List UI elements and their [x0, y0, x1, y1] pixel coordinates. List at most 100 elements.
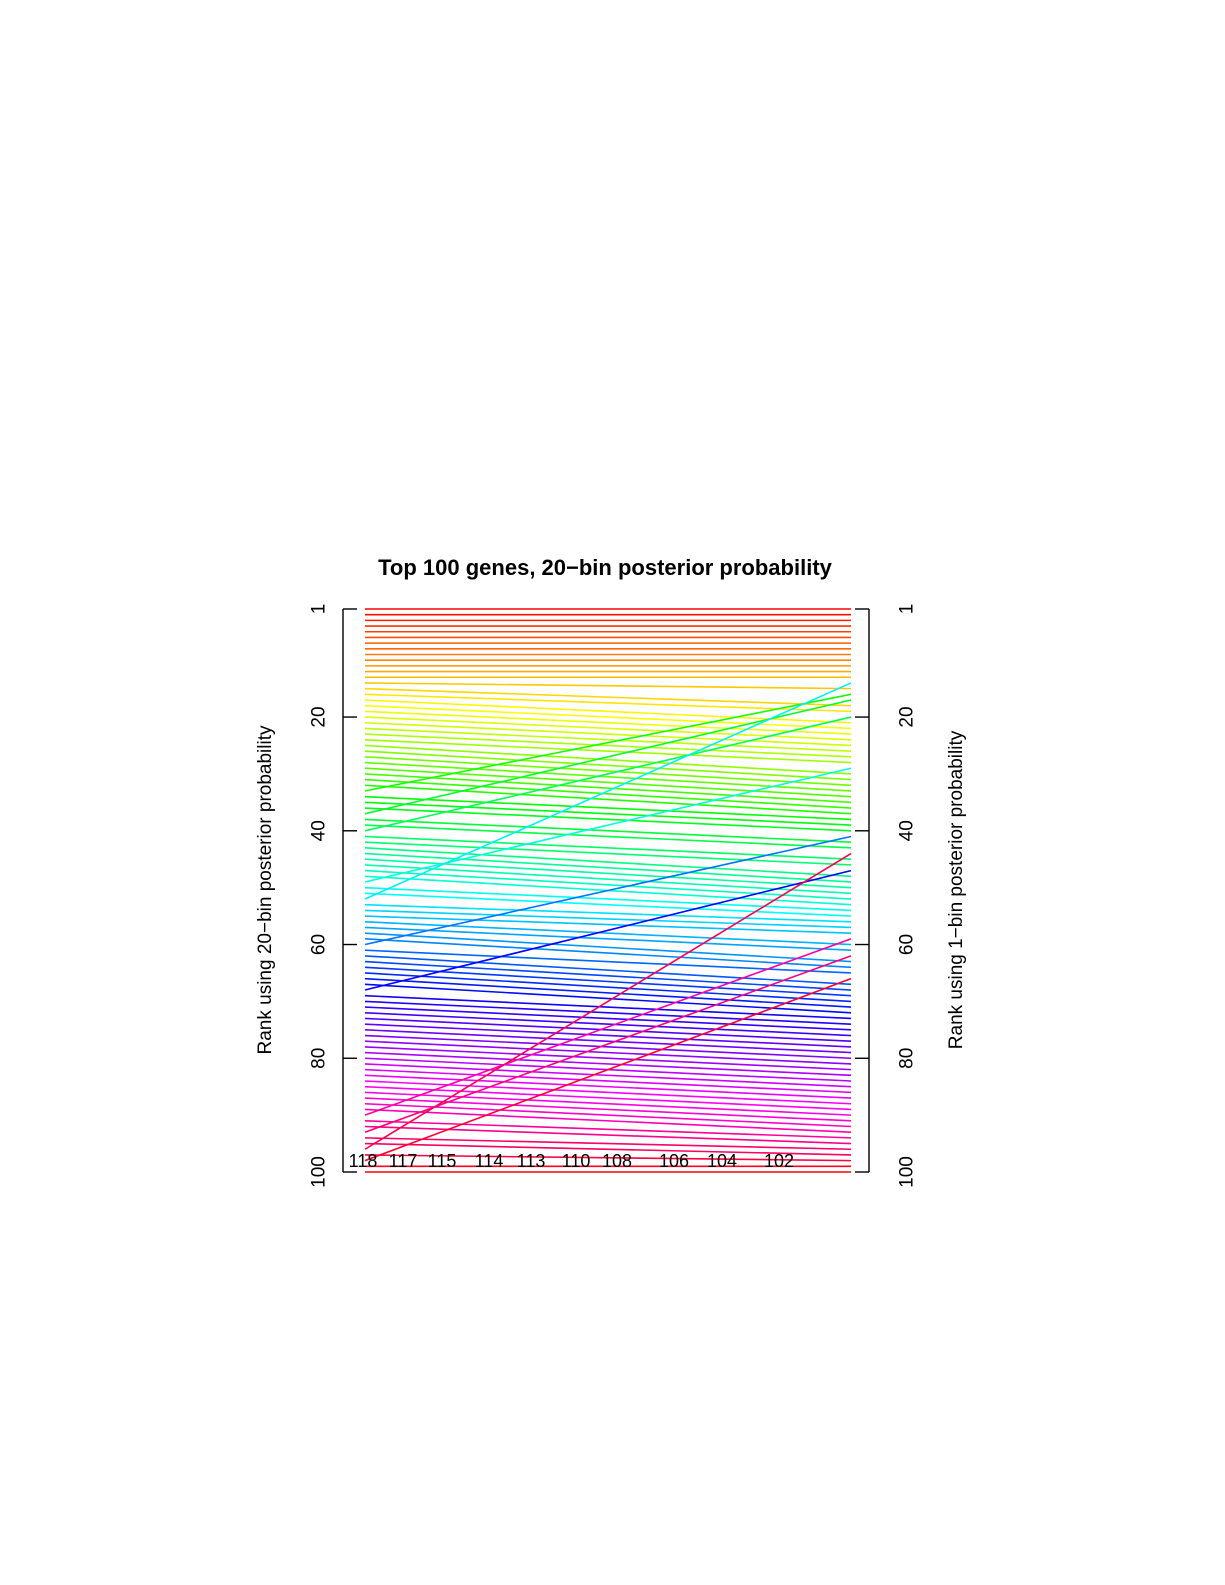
rank-line-96 — [364, 852, 852, 1150]
rank-line-97 — [364, 1154, 852, 1162]
rank-line-44 — [364, 852, 852, 883]
left-tick-label: 80 — [309, 1048, 330, 1069]
rank-line-30 — [364, 773, 852, 804]
rank-line-45 — [364, 858, 852, 889]
bottom-label: 106 — [659, 1151, 689, 1171]
right-tick-label: 1 — [897, 604, 918, 615]
rank-line-36 — [364, 807, 852, 832]
rank-line-69 — [364, 994, 852, 1020]
left-tick-label: 40 — [309, 820, 330, 841]
rank-line-20 — [364, 716, 852, 741]
rank-line-27 — [364, 756, 852, 787]
rank-line-59 — [364, 938, 852, 969]
rank-line-94 — [364, 1137, 852, 1151]
bottom-label: 108 — [602, 1151, 632, 1171]
left-axis: 1 20 40 60 80 100 — [309, 604, 357, 1188]
rank-line-71 — [364, 1006, 852, 1031]
rank-line-60 — [364, 835, 852, 946]
rank-line-16 — [364, 693, 852, 713]
rank-line-26 — [364, 750, 852, 781]
right-tick-label: 100 — [897, 1156, 918, 1188]
rank-line-52 — [364, 682, 852, 900]
rank-line-21 — [364, 721, 852, 747]
left-tick-label: 20 — [309, 706, 330, 727]
right-axis-ticks: 1 20 40 60 80 100 — [855, 604, 918, 1188]
rank-line-35 — [364, 801, 852, 826]
rank-line-81 — [364, 1063, 852, 1088]
rank-line-82 — [364, 1068, 852, 1094]
rank-line-56 — [364, 920, 852, 946]
right-axis: 1 20 40 60 80 100 — [855, 604, 918, 1188]
rank-line-49 — [364, 767, 852, 883]
rank-line-54 — [364, 909, 852, 929]
rank-line-93 — [364, 955, 852, 1133]
rank-line-34 — [364, 795, 852, 821]
right-axis-label: Rank using 1−bin posterior probability — [946, 730, 967, 1049]
rank-line-98 — [364, 977, 852, 1162]
rank-line-14 — [364, 682, 852, 690]
rank-line-50 — [364, 886, 852, 912]
rank-line-58 — [364, 932, 852, 963]
rank-line-66 — [364, 977, 852, 1008]
rank-line-70 — [364, 1000, 852, 1025]
rank-line-62 — [364, 955, 852, 986]
rank-line-86 — [364, 1091, 852, 1116]
right-tick-label: 60 — [897, 934, 918, 955]
rank-line-89 — [364, 1108, 852, 1133]
rank-line-18 — [364, 704, 852, 730]
rank-line-51 — [364, 892, 852, 917]
rank-line-23 — [364, 733, 852, 758]
bottom-label: 115 — [428, 1151, 457, 1171]
rank-line-77 — [364, 1040, 852, 1065]
bottom-label: 117 — [389, 1151, 418, 1171]
rank-line-46 — [364, 864, 852, 895]
left-axis-label: Rank using 20−bin posterior probability — [255, 725, 276, 1055]
rank-line-42 — [364, 841, 852, 866]
rank-line-57 — [364, 926, 852, 952]
rank-line-25 — [364, 744, 852, 775]
right-tick-label: 40 — [897, 820, 918, 841]
rank-line-39 — [364, 824, 852, 849]
rank-lines — [364, 608, 852, 1173]
rank-line-73 — [364, 1017, 852, 1043]
rank-line-43 — [364, 847, 852, 878]
rank-line-92 — [364, 1125, 852, 1145]
rank-line-24 — [364, 738, 852, 764]
bottom-label: 104 — [707, 1151, 737, 1171]
rank-line-90 — [364, 938, 852, 1116]
rank-line-55 — [364, 915, 852, 934]
rank-line-75 — [364, 1029, 852, 1054]
right-tick-label: 20 — [897, 706, 918, 727]
rank-line-91 — [364, 1120, 852, 1139]
rank-line-83 — [364, 1074, 852, 1099]
rank-line-19 — [364, 710, 852, 735]
rank-line-67 — [364, 983, 852, 1014]
rank-line-74 — [364, 1023, 852, 1048]
rank-line-68 — [364, 869, 852, 991]
rank-line-40 — [364, 716, 852, 832]
rank-line-47 — [364, 869, 852, 900]
rank-line-33 — [364, 693, 852, 792]
rank-line-84 — [364, 1080, 852, 1105]
bottom-labels: 118 117 115 114 113 110 108 106 104 102 — [349, 1151, 794, 1171]
rank-line-87 — [364, 1097, 852, 1122]
rank-line-53 — [364, 903, 852, 923]
rank-line-31 — [364, 778, 852, 809]
rank-line-61 — [364, 949, 852, 974]
rank-line-95 — [364, 1142, 852, 1156]
rank-line-78 — [364, 1046, 852, 1071]
left-axis-ticks: 1 20 40 60 80 100 — [309, 604, 357, 1188]
rank-line-79 — [364, 1051, 852, 1077]
rank-line-85 — [364, 1085, 852, 1111]
rank-line-22 — [364, 727, 852, 752]
rank-line-41 — [364, 835, 852, 861]
rank-line-32 — [364, 784, 852, 815]
chart-title: Top 100 genes, 20−bin posterior probabil… — [378, 555, 833, 580]
rank-line-29 — [364, 767, 852, 798]
rank-line-76 — [364, 1034, 852, 1060]
bottom-label: 114 — [475, 1151, 504, 1171]
bottom-label: 118 — [349, 1151, 378, 1171]
bottom-label: 102 — [764, 1151, 794, 1171]
rank-line-65 — [364, 972, 852, 1003]
